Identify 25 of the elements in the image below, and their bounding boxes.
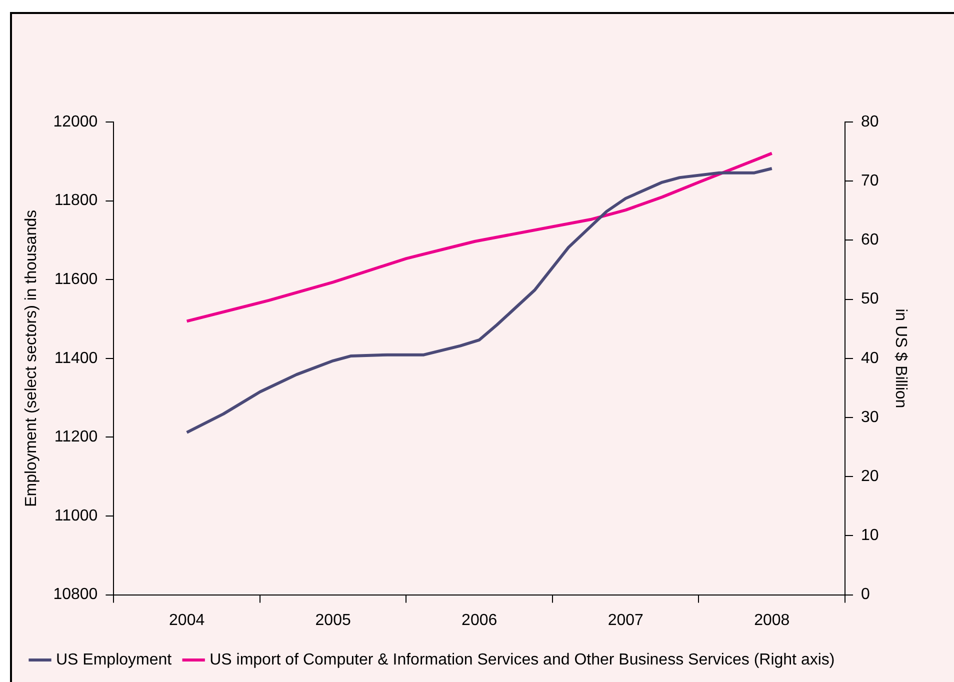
y-tick-label: 11400	[54, 350, 98, 367]
y-tick-label: 11200	[54, 428, 98, 446]
y-tick-label: 11600	[54, 271, 98, 288]
y-tick-label: 12000	[53, 113, 98, 130]
y2-tick-label: 20	[861, 468, 879, 486]
x-tick-label: 2007	[608, 612, 644, 629]
y2-tick-label: 30	[861, 408, 879, 426]
y2-tick-label: 50	[861, 290, 879, 308]
x-tick-label: 2006	[462, 612, 498, 629]
x-tick-label: 2008	[754, 612, 790, 629]
y2-tick-label: 60	[861, 232, 879, 249]
y2-tick-label: 40	[861, 350, 879, 367]
y-axis-title: Employment (select sectors) in thousands	[23, 210, 40, 507]
y-tick-label: 11800	[54, 192, 98, 210]
y-tick-label: 10800	[53, 586, 98, 604]
y-tick-label: 11000	[54, 507, 98, 524]
y2-axis-title: in US $ Billion	[892, 308, 909, 408]
x-tick-label: 2004	[169, 612, 205, 629]
y2-tick-label: 10	[861, 527, 879, 544]
y2-tick-label: 70	[861, 172, 879, 190]
y2-tick-label: 0	[861, 586, 870, 604]
legend-label: US Employment	[56, 651, 172, 668]
legend-label: US import of Computer & Information Services and Other Business Services (Right axis)	[210, 651, 835, 668]
x-tick-label: 2005	[315, 612, 351, 629]
y2-tick-label: 80	[861, 113, 879, 130]
